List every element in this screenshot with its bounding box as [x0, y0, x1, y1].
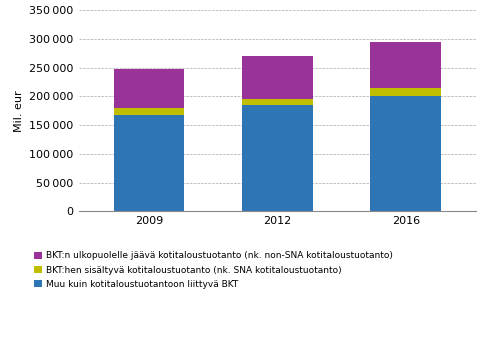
- Y-axis label: Mil. eur: Mil. eur: [14, 90, 24, 132]
- Legend: BKT:n ulkopuolelle jäävä kotitaloustuotanto (nk. non-SNA kotitaloustuotanto), BK: BKT:n ulkopuolelle jäävä kotitaloustuota…: [31, 248, 397, 293]
- Bar: [370, 96, 441, 211]
- Bar: [370, 42, 441, 88]
- Bar: [114, 70, 185, 108]
- Bar: [114, 115, 185, 211]
- Bar: [370, 88, 441, 96]
- Bar: [242, 105, 313, 211]
- Bar: [242, 56, 313, 99]
- Bar: [242, 99, 313, 105]
- Bar: [114, 108, 185, 115]
